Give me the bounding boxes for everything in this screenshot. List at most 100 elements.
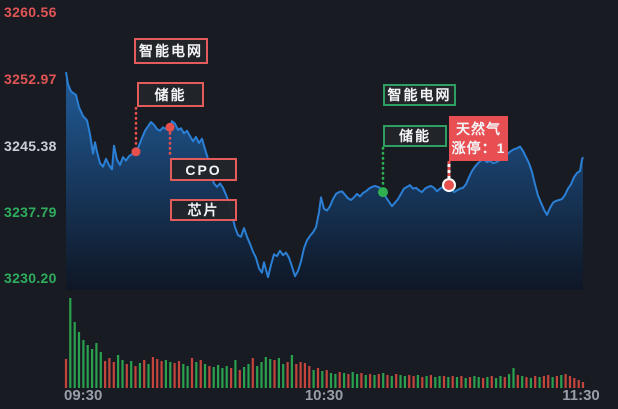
volume-bar bbox=[69, 298, 72, 388]
volume-bar bbox=[212, 367, 215, 388]
tag-smart-grid-right[interactable]: 智能电网 bbox=[383, 84, 456, 106]
volume-bar bbox=[425, 376, 428, 388]
volume-bar bbox=[560, 375, 563, 388]
tag-cpo[interactable]: CPO bbox=[170, 158, 237, 181]
volume-bar bbox=[482, 378, 485, 388]
volume-bar bbox=[364, 375, 367, 388]
volume-bar bbox=[225, 366, 228, 388]
volume-bar bbox=[525, 377, 528, 388]
volume-bar bbox=[356, 374, 359, 388]
volume-bar bbox=[573, 378, 576, 388]
tag-smart-grid-left[interactable]: 智能电网 bbox=[134, 38, 208, 64]
volume-bar bbox=[199, 360, 202, 388]
sector-tag-text: 智能电网 bbox=[387, 87, 452, 103]
time-tick-label: 11:30 bbox=[562, 387, 600, 404]
tag-energy-storage-right[interactable]: 储能 bbox=[383, 125, 447, 147]
volume-bar bbox=[399, 375, 402, 388]
volume-bar bbox=[177, 361, 181, 388]
tag-natural-gas-limit-up[interactable]: 天然气 涨停：1 bbox=[449, 116, 508, 161]
volume-bar bbox=[490, 376, 493, 388]
volume-bar bbox=[73, 322, 76, 388]
volume-bar bbox=[508, 374, 511, 388]
volume-bar bbox=[329, 373, 333, 388]
volume-bar bbox=[555, 376, 558, 388]
volume-bar bbox=[447, 377, 450, 388]
tag-energy-storage-left[interactable]: 储能 bbox=[137, 82, 204, 107]
volume-bar bbox=[438, 376, 441, 388]
volume-bar bbox=[568, 376, 572, 388]
sector-tag-text: 涨停：1 bbox=[451, 139, 506, 156]
volume-bar bbox=[182, 364, 185, 388]
event-dot-red[interactable] bbox=[165, 122, 175, 132]
sector-tag-text: 储能 bbox=[399, 128, 431, 144]
volume-bar bbox=[334, 374, 337, 388]
volume-bar bbox=[343, 373, 346, 388]
volume-bar bbox=[512, 368, 515, 388]
volume-bar bbox=[104, 361, 107, 388]
volume-bar bbox=[91, 349, 94, 388]
event-dot-red[interactable] bbox=[131, 147, 141, 157]
volume-bar bbox=[260, 362, 263, 388]
price-tick-label: 3237.79 bbox=[4, 204, 57, 220]
sector-tag-text: 储能 bbox=[154, 86, 187, 103]
volume-bar bbox=[577, 380, 580, 388]
volume-bar bbox=[86, 345, 89, 388]
volume-bar bbox=[230, 368, 233, 388]
price-tick-label: 3252.97 bbox=[4, 71, 57, 87]
volume-bar bbox=[403, 376, 406, 388]
volume-bar bbox=[164, 360, 167, 388]
volume-bar bbox=[143, 360, 146, 388]
volume-bar bbox=[564, 374, 567, 388]
volume-bar bbox=[321, 371, 324, 388]
volume-bar bbox=[156, 359, 159, 388]
volume-bar bbox=[390, 376, 393, 388]
volume-bar bbox=[243, 367, 246, 388]
time-tick-label: 09:30 bbox=[64, 387, 103, 404]
volume-bar bbox=[486, 377, 489, 388]
volume-bar bbox=[312, 370, 315, 388]
volume-bar bbox=[325, 370, 328, 388]
volume-bar bbox=[117, 355, 120, 388]
volume-bar bbox=[251, 358, 254, 388]
volume-bar bbox=[416, 375, 419, 388]
volume-bar bbox=[369, 374, 372, 388]
volume-bar bbox=[451, 376, 454, 388]
volume-bar bbox=[95, 343, 98, 388]
volume-bar bbox=[238, 370, 241, 388]
volume-bar bbox=[503, 377, 506, 388]
volume-bar bbox=[147, 364, 150, 388]
event-dot-green[interactable] bbox=[378, 187, 388, 198]
volume-bar bbox=[130, 361, 133, 388]
sector-tag-text: 智能电网 bbox=[139, 43, 203, 59]
volume-bar bbox=[203, 364, 207, 388]
volume-bar bbox=[247, 364, 250, 388]
volume-bar bbox=[516, 375, 519, 388]
volume-bar bbox=[499, 376, 502, 388]
volume-bar bbox=[338, 372, 341, 388]
volume-bar bbox=[442, 376, 446, 388]
event-dot-red[interactable] bbox=[444, 180, 454, 191]
volume-bar bbox=[542, 376, 545, 388]
volume-bar bbox=[316, 368, 320, 388]
volume-bar bbox=[121, 360, 124, 388]
volume-bar bbox=[125, 364, 128, 388]
volume-bar bbox=[347, 374, 350, 388]
volume-bar bbox=[264, 357, 267, 388]
volume-bar bbox=[460, 376, 463, 388]
volume-bar bbox=[395, 374, 398, 388]
volume-bar bbox=[234, 360, 237, 388]
volume-bar bbox=[581, 382, 585, 388]
volume-bar bbox=[351, 372, 354, 388]
volume-bar bbox=[277, 358, 280, 388]
volume-bar bbox=[534, 376, 537, 388]
volume-bar bbox=[360, 373, 363, 388]
tag-chip[interactable]: 芯片 bbox=[170, 199, 237, 221]
volume-bar bbox=[299, 362, 302, 388]
volume-bar bbox=[377, 374, 380, 388]
volume-bar bbox=[269, 359, 272, 388]
volume-bar bbox=[173, 363, 176, 388]
volume-bar bbox=[273, 360, 276, 388]
volume-bar bbox=[256, 366, 259, 388]
